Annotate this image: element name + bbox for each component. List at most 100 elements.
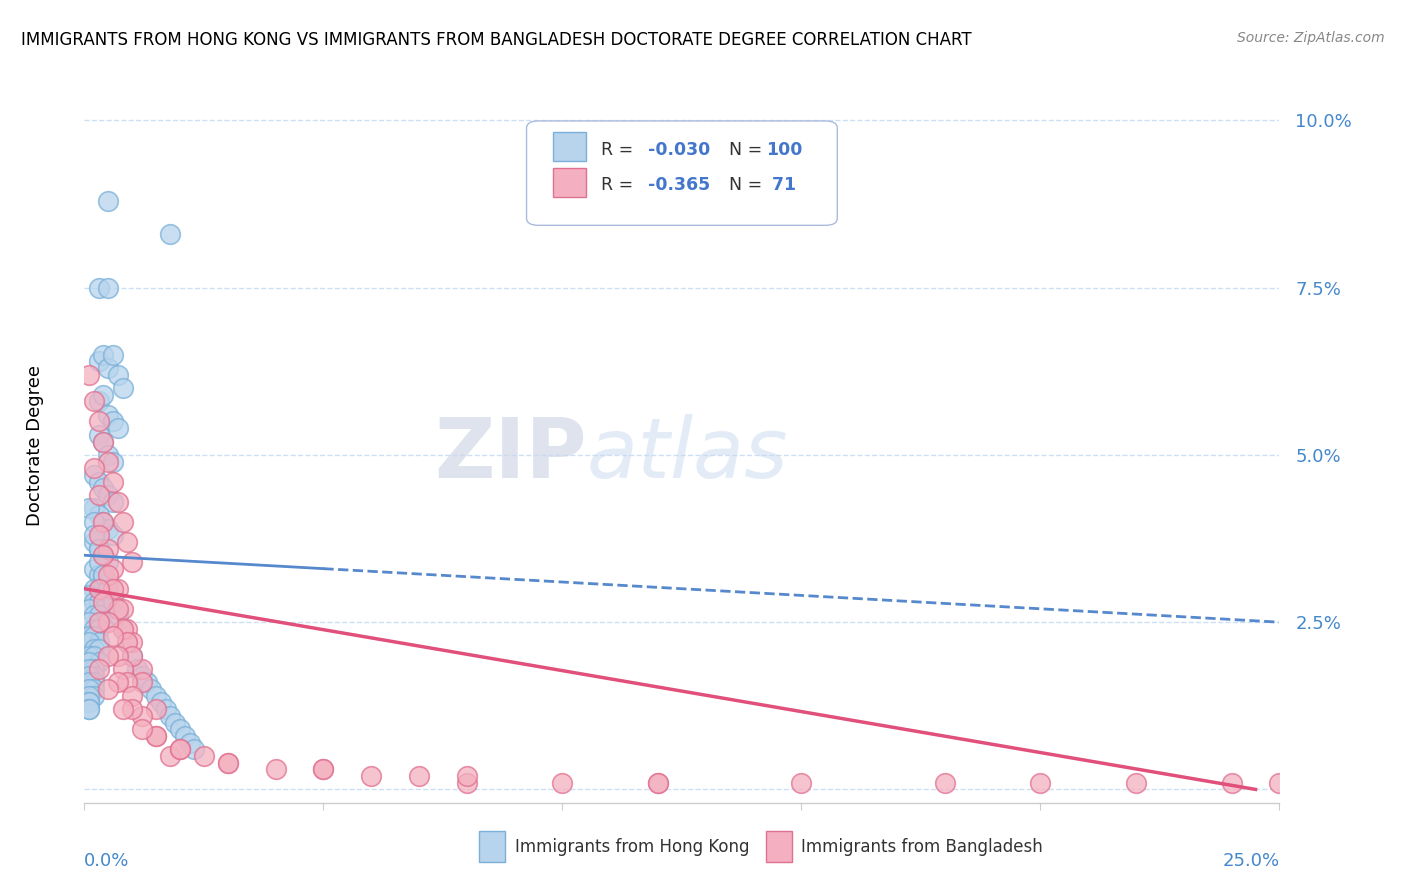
Point bbox=[101, 475, 124, 489]
Point bbox=[87, 655, 110, 669]
Point bbox=[217, 756, 239, 770]
Point bbox=[101, 347, 124, 362]
Point bbox=[77, 681, 100, 696]
Point bbox=[87, 354, 110, 368]
Point bbox=[101, 528, 124, 542]
Point bbox=[83, 595, 105, 609]
Point bbox=[77, 368, 100, 382]
Text: N =: N = bbox=[718, 141, 768, 159]
Point bbox=[77, 702, 100, 716]
Point bbox=[87, 582, 110, 596]
Point bbox=[77, 648, 100, 663]
Point bbox=[107, 421, 129, 435]
Point bbox=[101, 595, 124, 609]
Point bbox=[107, 582, 129, 596]
Point bbox=[169, 723, 191, 737]
Point bbox=[77, 501, 100, 516]
Point bbox=[83, 681, 105, 696]
Point bbox=[83, 689, 105, 703]
Point bbox=[193, 749, 215, 764]
Point bbox=[647, 775, 669, 790]
Point bbox=[97, 568, 120, 582]
Point bbox=[97, 360, 120, 375]
Point bbox=[83, 461, 105, 475]
Point bbox=[87, 608, 110, 623]
Text: IMMIGRANTS FROM HONG KONG VS IMMIGRANTS FROM BANGLADESH DOCTORATE DEGREE CORRELA: IMMIGRANTS FROM HONG KONG VS IMMIGRANTS … bbox=[21, 31, 972, 49]
Point bbox=[83, 501, 105, 516]
Text: 71: 71 bbox=[765, 176, 796, 194]
Point bbox=[159, 708, 181, 723]
Point bbox=[97, 582, 120, 596]
Point bbox=[83, 467, 105, 482]
Point bbox=[83, 662, 105, 676]
Point bbox=[101, 414, 124, 429]
Point bbox=[117, 622, 139, 636]
Point bbox=[97, 455, 120, 469]
Point bbox=[1268, 775, 1291, 790]
Point bbox=[117, 675, 139, 690]
Point bbox=[97, 681, 120, 696]
Point bbox=[93, 482, 115, 496]
Point bbox=[131, 662, 153, 676]
Point bbox=[77, 589, 100, 603]
Point bbox=[77, 675, 100, 690]
Point bbox=[93, 568, 115, 582]
Point bbox=[77, 615, 100, 630]
Point bbox=[97, 488, 120, 502]
Point bbox=[83, 642, 105, 657]
Point bbox=[1125, 775, 1147, 790]
Point bbox=[360, 769, 382, 783]
Point bbox=[111, 702, 134, 716]
Point bbox=[169, 742, 191, 756]
Point bbox=[97, 575, 120, 590]
Point bbox=[107, 675, 129, 690]
Point bbox=[159, 749, 181, 764]
Point bbox=[87, 555, 110, 569]
Point bbox=[93, 568, 115, 582]
Point bbox=[93, 548, 115, 563]
Point bbox=[647, 775, 669, 790]
Point bbox=[87, 528, 110, 542]
Point bbox=[93, 387, 115, 401]
Text: atlas: atlas bbox=[586, 415, 787, 495]
Point bbox=[83, 628, 105, 642]
Point bbox=[1029, 775, 1052, 790]
Point bbox=[93, 595, 115, 609]
Text: Doctorate Degree: Doctorate Degree bbox=[27, 366, 44, 526]
Point bbox=[87, 541, 110, 556]
Point bbox=[87, 508, 110, 523]
Text: Source: ZipAtlas.com: Source: ZipAtlas.com bbox=[1237, 31, 1385, 45]
Point bbox=[179, 735, 201, 749]
Point bbox=[1220, 775, 1243, 790]
Point bbox=[87, 622, 110, 636]
Point bbox=[111, 662, 134, 676]
Point bbox=[87, 394, 110, 409]
Point bbox=[87, 595, 110, 609]
Point bbox=[93, 602, 115, 616]
FancyBboxPatch shape bbox=[553, 169, 586, 197]
Point bbox=[121, 648, 143, 663]
FancyBboxPatch shape bbox=[478, 830, 505, 862]
Point bbox=[83, 622, 105, 636]
Point bbox=[101, 494, 124, 508]
Point bbox=[107, 494, 129, 508]
Point bbox=[97, 615, 120, 630]
Point bbox=[121, 555, 143, 569]
Point bbox=[111, 602, 134, 616]
Point bbox=[101, 455, 124, 469]
Point bbox=[87, 475, 110, 489]
Point bbox=[87, 635, 110, 649]
Point bbox=[169, 742, 191, 756]
Text: ZIP: ZIP bbox=[434, 415, 586, 495]
Point bbox=[101, 582, 124, 596]
Point bbox=[97, 448, 120, 462]
Point bbox=[87, 488, 110, 502]
Point bbox=[173, 729, 195, 743]
Point bbox=[83, 608, 105, 623]
Point bbox=[93, 615, 115, 630]
Point bbox=[117, 635, 139, 649]
Text: Immigrants from Bangladesh: Immigrants from Bangladesh bbox=[801, 838, 1043, 855]
Point bbox=[87, 428, 110, 442]
Point bbox=[97, 541, 120, 556]
Point bbox=[77, 662, 100, 676]
